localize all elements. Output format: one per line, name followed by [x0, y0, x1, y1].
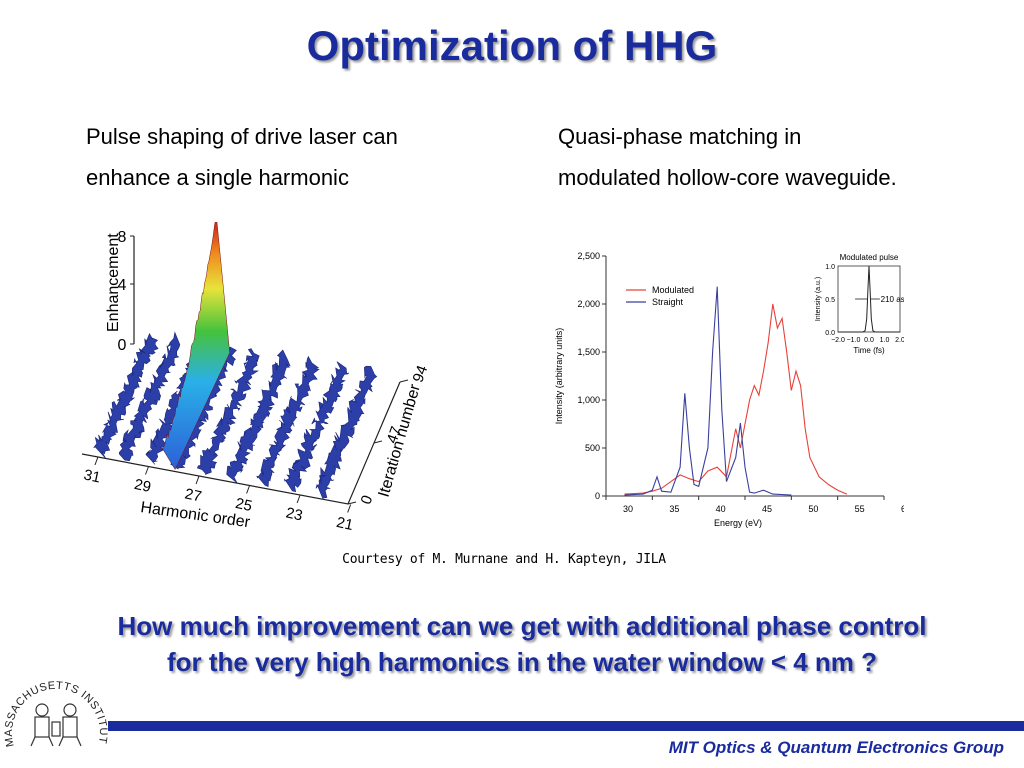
- spectrum-y-axis-label: Intensity (arbitrary units): [554, 328, 564, 425]
- legend-label: Modulated: [652, 285, 694, 295]
- right-caption-line-2: modulated hollow-core waveguide.: [558, 165, 897, 190]
- courtesy-text: Courtesy of M. Murnane and H. Kapteyn, J…: [342, 552, 666, 567]
- inset-x-tick-label: 2.0: [895, 337, 904, 344]
- spectrum-x-tick-label: 60: [901, 504, 904, 514]
- harmonic-ridge: [256, 355, 320, 488]
- harmonic-tick: [246, 485, 251, 494]
- inset-x-tick-label: 1.0: [880, 337, 890, 344]
- spectrum-x-tick-label: 55: [855, 504, 865, 514]
- harmonic-ridge: [118, 331, 181, 462]
- harmonic-ridge: [196, 348, 260, 475]
- enhancement-axis-label: Enhancement: [105, 233, 122, 332]
- spectrum-line-modulated: [624, 303, 848, 495]
- footer-group-name: MIT Optics & Quantum Electronics Group: [668, 738, 1004, 757]
- spectrum-line-straight: [624, 286, 792, 496]
- spectrum-y-tick-label: 0: [595, 491, 600, 501]
- harmonic-tick: [296, 494, 301, 504]
- enhancement-peak: [161, 222, 230, 471]
- iteration-tick: [347, 501, 357, 505]
- harmonic-tick-label: 23: [284, 504, 304, 524]
- inset-y-tick-label: 1.0: [825, 264, 835, 271]
- legend-label: Straight: [652, 297, 684, 307]
- left-caption-line-2: enhance a single harmonic: [86, 165, 349, 190]
- courtesy-note: Courtesy of M. Murnane and H. Kapteyn, J…: [0, 552, 1024, 567]
- right-caption: Quasi-phase matching in modulated hollow…: [558, 116, 978, 198]
- inset-x-axis-label: Time (fs): [853, 346, 885, 355]
- enhancement-tick-label: 4: [118, 277, 127, 294]
- harmonic-tick-label: 29: [133, 476, 153, 496]
- spectrum-x-axis-label: Energy (eV): [714, 518, 762, 528]
- harmonic-tick: [347, 504, 352, 513]
- iteration-tick-label: 94: [410, 363, 432, 384]
- inset-y-tick-label: 0.5: [825, 297, 835, 304]
- harmonic-ridge: [226, 349, 291, 484]
- harmonic-tick: [195, 475, 200, 485]
- harmonic-tick: [145, 466, 149, 475]
- left-caption-line-1: Pulse shaping of drive laser can: [86, 124, 398, 149]
- harmonic-ridge: [284, 361, 350, 492]
- inset-y-tick-label: 0.0: [825, 330, 835, 337]
- spectrum-figure: 30 35 40 45 50 55 60 0 500 1,000 1,500 2,000 2,500 En…: [554, 251, 904, 528]
- spectrum-x-tick-label: 40: [716, 504, 726, 514]
- spectrum-x-tick-label: 45: [762, 504, 772, 514]
- spectrum-y-tick-label: 2,000: [577, 299, 600, 309]
- harmonic-tick-label: 25: [234, 495, 254, 515]
- question-text: How much improvement can we get with add…: [60, 608, 984, 680]
- harmonic-ridge: [315, 365, 378, 499]
- spectrum-y-tick-label: 2,500: [577, 251, 600, 261]
- spectrum-y-tick-label: 1,500: [577, 347, 600, 357]
- enhancement-tick-label: 8: [118, 229, 127, 246]
- inset-x-tick-label: −2.0: [831, 337, 845, 344]
- harmonic-tick-label: 31: [82, 466, 102, 486]
- mit-seal-logo: MASSACHUSETTS INSTITUTE OF TECHNOLOGY: [0, 664, 109, 748]
- question-line-1: How much improvement can we get with add…: [117, 611, 927, 641]
- harmonic-tick: [94, 456, 99, 466]
- inset-title: Modulated pulse: [840, 253, 899, 262]
- slide-title: Optimization of HHG: [306, 22, 718, 69]
- harmonic-tick-label: 21: [335, 514, 355, 532]
- iteration-tick: [399, 379, 409, 383]
- harmonic-ridge: [93, 332, 159, 459]
- iteration-tick-label: 0: [358, 493, 377, 507]
- spectrum-x-tick-label: 30: [623, 504, 633, 514]
- inset-x-tick-label: 0.0: [864, 337, 874, 344]
- iteration-tick: [373, 440, 383, 444]
- spectrum-x-tick-label: 35: [669, 504, 679, 514]
- spectrum-x-tick-label: 50: [808, 504, 818, 514]
- spectrum-y-tick-label: 1,000: [577, 395, 600, 405]
- right-caption-line-1: Quasi-phase matching in: [558, 124, 802, 149]
- inset-annotation: 210 as: [881, 295, 904, 304]
- enhancement-tick-label: 0: [118, 337, 127, 354]
- svg-text:MASSACHUSETTS INSTITUTE OF TEC: MASSACHUSETTS INSTITUTE OF TECHNOLOGY: [0, 664, 109, 748]
- inset-y-axis-label: Intensity (a.u.): [815, 277, 822, 321]
- spectrum-y-tick-label: 500: [585, 443, 600, 453]
- footer-bar: [108, 721, 1024, 731]
- harmonic-tick-label: 27: [183, 485, 203, 505]
- inset-pulse-line: [838, 265, 900, 333]
- question-line-2: for the very high harmonics in the water…: [166, 647, 878, 677]
- inset-x-tick-label: −1.0: [847, 337, 861, 344]
- iteration-tick-label: 47: [384, 424, 406, 445]
- left-caption: Pulse shaping of drive laser can enhance…: [86, 116, 486, 198]
